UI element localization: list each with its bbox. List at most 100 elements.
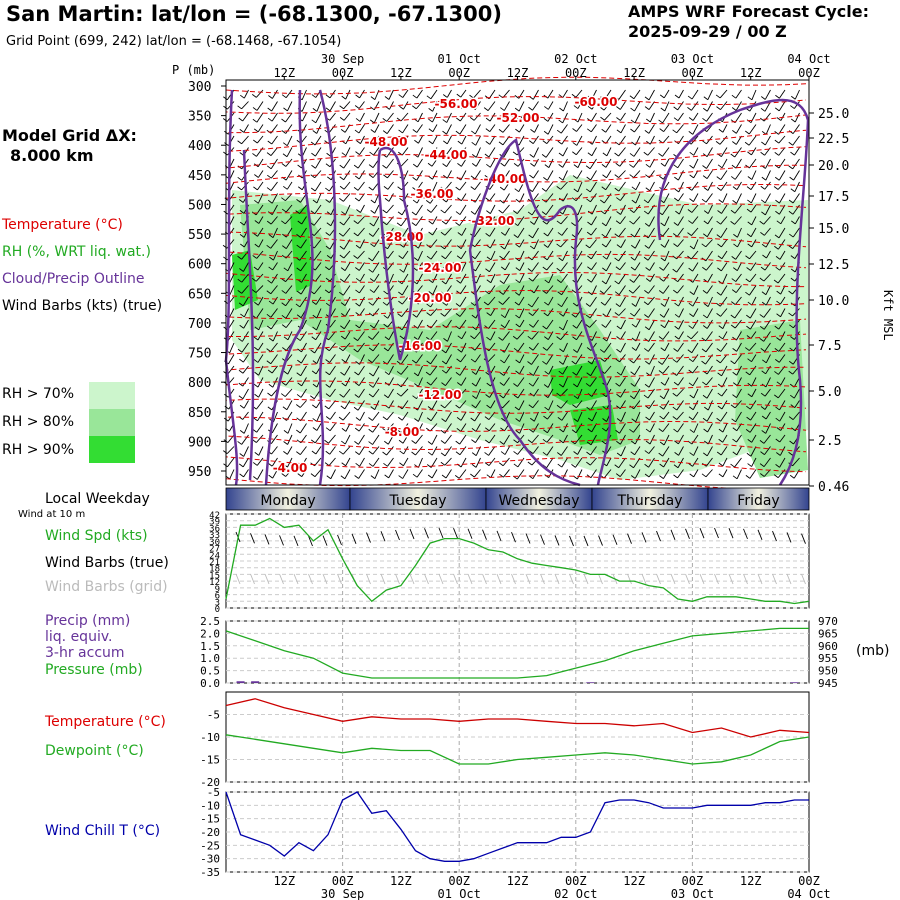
wind-barb-mark (357, 158, 365, 169)
wind-barb-mark (400, 423, 409, 433)
wind-barb-flag (369, 141, 374, 145)
wind-barb-flag (455, 303, 461, 307)
wind-barb-mark (400, 388, 409, 397)
wind-barb-flag (414, 139, 419, 144)
surface-grid-barb (714, 573, 719, 585)
wind-barb-mark (270, 308, 278, 318)
wind-barb-flag (544, 106, 549, 110)
wind-barb-mark (677, 170, 684, 181)
wind-barb-flag (689, 291, 695, 296)
wind-barb-flag (762, 254, 767, 259)
wind-barb-flag (760, 107, 766, 112)
wind-barb-mark (779, 89, 786, 99)
wind-barb-flag (341, 211, 346, 215)
wind-barb-mark (271, 273, 278, 284)
wind-chill-tick-label: -5 (207, 786, 220, 799)
wind-barb-mark (431, 434, 438, 445)
wind-barb-mark (779, 446, 786, 456)
wind-barb-flag (428, 187, 434, 192)
wind-barb-flag (644, 450, 650, 454)
wind-barb-mark (342, 285, 351, 296)
wind-barb-flag (775, 256, 781, 260)
wind-barb-flag (747, 151, 752, 156)
wind-barb-mark (430, 204, 438, 213)
wind-barb-mark (444, 457, 452, 466)
wind-barb-mark (633, 147, 641, 157)
wind-barb-flag (238, 463, 244, 468)
wind-barb-mark (387, 342, 394, 352)
wind-barb-mark (751, 147, 757, 156)
wind-barb-flag (500, 359, 505, 364)
temperature-contour-label: -60.00 (575, 95, 618, 109)
wind-barb-mark (751, 239, 757, 248)
top-date-label: 01 Oct (438, 52, 481, 66)
wind-barb-flag (441, 474, 447, 479)
surface-grid-barb (293, 573, 299, 585)
wind-barb-flag (759, 277, 765, 282)
wind-barb-mark (416, 388, 423, 399)
wind-barb-mark (258, 446, 264, 456)
wind-barb-flag (325, 383, 330, 388)
wind-barb-flag (530, 162, 535, 167)
wind-barb-flag (456, 290, 461, 295)
wind-barb-mark (243, 308, 249, 318)
wind-barb-mark (460, 411, 467, 421)
wind-barb-flag (414, 383, 419, 387)
wind-barb-mark (765, 423, 771, 434)
wind-barb-mark (458, 388, 467, 397)
wind-barb-flag (760, 199, 766, 204)
wind-barb-mark (620, 331, 626, 340)
wind-barb-flag (587, 360, 593, 365)
wind-barb-flag (254, 452, 260, 456)
wind-barb-flag (456, 93, 462, 98)
wind-barb-flag (644, 129, 650, 134)
wind-barb-mark (606, 308, 612, 317)
wind-barb-mark (546, 250, 554, 261)
wind-barb-flag (485, 439, 490, 444)
wind-barb-flag (556, 220, 562, 225)
wind-barb-mark (664, 216, 670, 227)
wind-barb-flag (541, 154, 547, 158)
wind-barb-flag (384, 440, 389, 445)
wind-barb-mark (720, 101, 728, 110)
precip-tick-label: 2.0 (200, 627, 220, 640)
wind-barb-mark (386, 446, 394, 456)
wind-barb-flag (355, 302, 360, 307)
wind-barb-mark (705, 250, 713, 262)
wind-barb-mark (445, 388, 452, 400)
wind-barb-mark (460, 250, 467, 259)
wind-barb-flag (660, 347, 666, 352)
wind-barb-flag (266, 165, 272, 170)
wind-barb-mark (345, 423, 351, 432)
wind-barb-mark (634, 227, 641, 238)
wind-barb-flag (483, 301, 489, 306)
wind-barb-mark (344, 308, 351, 317)
wind-barb-flag (296, 233, 301, 238)
temperature-contour-label: -16.00 (399, 339, 442, 353)
pressure-tick-label: 960 (818, 640, 838, 653)
wind-barb-mark (749, 250, 757, 260)
wind-barb-flag (788, 233, 794, 238)
wind-barb-mark (386, 411, 394, 421)
wind-barb-mark (545, 204, 554, 215)
wind-barb-flag (499, 280, 505, 284)
wind-barb-mark (432, 112, 438, 123)
wind-barb-mark (663, 262, 670, 271)
wind-chill-label: Wind Chill T (°C) (45, 823, 161, 839)
wind-barb-mark (560, 216, 568, 225)
wind-barb-mark (285, 239, 293, 249)
wind-barb-flag (703, 452, 708, 457)
wind-barb-mark (664, 250, 670, 262)
wind-barb-mark (531, 296, 539, 308)
wind-barb-flag (601, 280, 607, 285)
wind-barb-mark (445, 147, 452, 156)
wind-barb-flag (557, 452, 562, 456)
wind-barb-flag (500, 451, 506, 455)
wind-barb-mark (749, 308, 757, 319)
wind-barb-flag (557, 291, 562, 296)
precip-bar (251, 681, 260, 683)
wind-barb-flag (266, 220, 272, 225)
wind-barb-flag (399, 335, 405, 340)
wind-barb-mark (286, 135, 293, 146)
wind-barb-flag (644, 314, 649, 318)
